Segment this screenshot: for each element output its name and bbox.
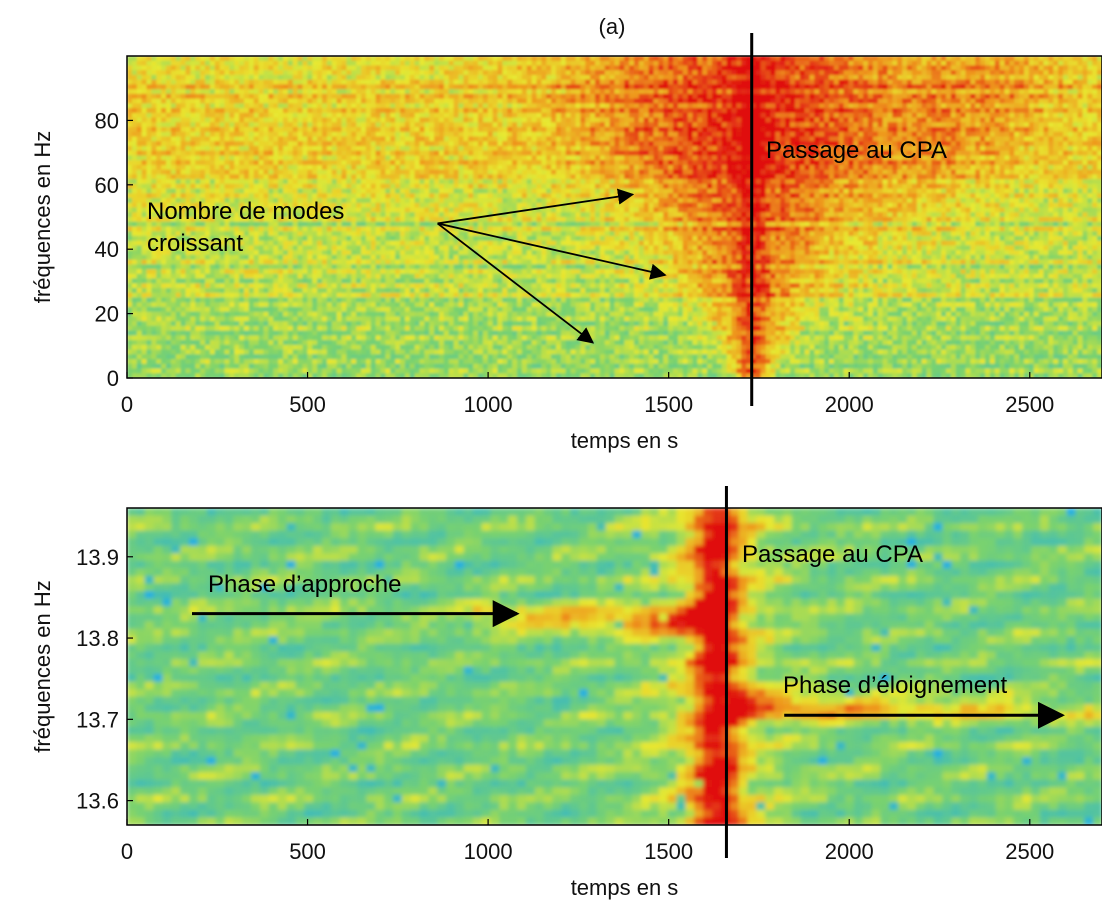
y-axis-label-a: fréquences en Hz xyxy=(30,131,55,303)
x-tick-label: 500 xyxy=(289,392,326,417)
y-axis-ticks-b: 13.6 13.7 13.8 13.9 xyxy=(76,545,133,814)
heatmap-a xyxy=(127,56,1102,378)
y-tick-label: 13.7 xyxy=(76,707,119,732)
x-tick-label: 1000 xyxy=(464,839,513,864)
x-tick-label: 2000 xyxy=(825,392,874,417)
approach-label: Phase d’approche xyxy=(208,571,401,598)
recede-label: Phase d’éloignement xyxy=(783,672,1007,699)
cpa-label-b: Passage au CPA xyxy=(742,541,923,568)
y-tick-label: 13.8 xyxy=(76,626,119,651)
x-tick-label: 0 xyxy=(121,392,133,417)
y-tick-label: 20 xyxy=(95,302,119,327)
y-tick-label: 60 xyxy=(95,173,119,198)
x-tick-label: 2500 xyxy=(1005,392,1054,417)
y-axis-ticks-a: 0 20 40 60 80 xyxy=(95,108,133,391)
x-tick-label: 1500 xyxy=(644,392,693,417)
panel-label: (a) xyxy=(599,14,626,39)
spectrogram-panel-a: (a) 0 500 1000 1500 2000 2500 0 20 40 60 80 temps… xyxy=(30,14,1102,453)
x-axis-ticks-b: 0 500 1000 1500 2000 2500 xyxy=(121,819,1054,864)
x-tick-label: 2000 xyxy=(825,839,874,864)
plot-frame-b xyxy=(126,507,1102,826)
x-tick-label: 500 xyxy=(289,839,326,864)
y-tick-label: 13.9 xyxy=(76,545,119,570)
x-tick-label: 1500 xyxy=(644,839,693,864)
annotation-arrow xyxy=(437,188,635,225)
y-axis-label-b: fréquences en Hz xyxy=(30,580,55,752)
heatmap-b xyxy=(127,508,1102,825)
y-tick-label: 80 xyxy=(95,108,119,133)
annotation-arrow xyxy=(437,222,595,344)
x-axis-label-a: temps en s xyxy=(571,428,679,453)
mode-arrows xyxy=(437,188,667,344)
modes-label-line2: croissant xyxy=(147,230,243,257)
y-tick-label: 40 xyxy=(95,237,119,262)
x-tick-label: 0 xyxy=(121,839,133,864)
y-tick-label: 13.6 xyxy=(76,789,119,814)
cpa-label-a: Passage au CPA xyxy=(766,137,947,164)
x-axis-label-b: temps en s xyxy=(571,875,679,900)
x-tick-label: 1000 xyxy=(464,392,513,417)
annotation-arrow xyxy=(437,222,667,280)
y-tick-label: 0 xyxy=(107,366,119,391)
modes-label-line1: Nombre de modes xyxy=(147,198,344,225)
phase-arrows xyxy=(192,600,1065,729)
plot-frame-a xyxy=(126,55,1102,379)
x-axis-ticks-a: 0 500 1000 1500 2000 2500 xyxy=(121,372,1054,417)
x-tick-label: 2500 xyxy=(1005,839,1054,864)
spectrogram-panel-b: 0 500 1000 1500 2000 2500 13.6 13.7 13.8 13.9 te… xyxy=(30,486,1102,900)
